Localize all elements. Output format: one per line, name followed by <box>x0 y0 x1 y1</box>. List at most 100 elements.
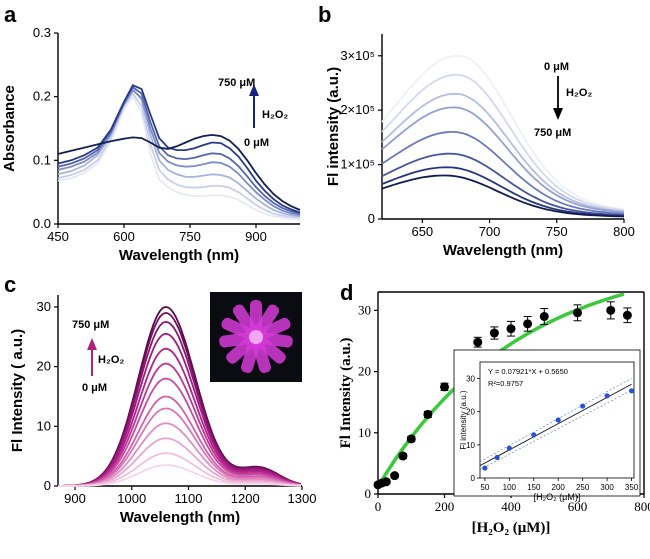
inset-x-tick-label: 150 <box>527 483 541 492</box>
data-point <box>606 305 616 315</box>
data-point <box>423 409 433 419</box>
panel-label-c: c <box>4 272 16 297</box>
annotation-reagent: H₂O₂ <box>98 354 124 366</box>
data-point <box>398 451 408 461</box>
inset-y-tick-label: 10 <box>466 441 475 450</box>
inset-data-point <box>531 432 537 438</box>
panel-b: b 650 700 750 800 0 1×10⁵ 2×10⁵ 3×10⁵ Wavelength … <box>318 2 635 259</box>
y-tick-label: 0.1 <box>33 152 51 167</box>
inset-r-squared: R²=0.9757 <box>488 379 523 388</box>
x-tick-label: 900 <box>64 491 86 506</box>
y-tick-label: 3×10⁵ <box>340 48 375 63</box>
inset-x-tick-label: 350 <box>625 483 639 492</box>
panel-c: c 900 1000 1100 1200 1300 0 10 20 30 Wavelength (n… <box>4 272 316 526</box>
x-tick-label: 0 <box>375 499 382 514</box>
inset-x-tick-label: 100 <box>503 483 517 492</box>
y-tick-label: 30 <box>358 302 371 317</box>
panel-label-a: a <box>4 2 17 27</box>
increase-arrowhead <box>249 84 259 96</box>
series-line <box>57 91 301 219</box>
x-tick-label: 600 <box>113 229 135 244</box>
inset-x-tick-label: 200 <box>552 483 566 492</box>
data-point <box>473 337 483 347</box>
x-tick-label: 800 <box>613 224 635 239</box>
x-tick-label: 750 <box>179 229 201 244</box>
x-tick-label: 700 <box>479 224 501 239</box>
inset-data-point <box>580 403 586 409</box>
y-axis-title: Absorbance <box>1 85 18 172</box>
inset-confidence-upper <box>479 378 632 462</box>
data-point <box>406 434 416 444</box>
inset-y-tick-label: 20 <box>466 408 475 417</box>
x-axis-title: Wavelength (nm) <box>119 247 239 264</box>
series-line <box>381 92 625 213</box>
y-tick-label: 2×10⁵ <box>340 102 375 117</box>
x-axis-title: Wavelength (nm) <box>443 242 563 259</box>
panel-label-d: d <box>340 280 353 305</box>
annotation-reagent: H₂O₂ <box>262 109 288 121</box>
inset-plot-box <box>479 361 635 479</box>
x-tick-label: 1100 <box>175 491 203 506</box>
y-axis-title: Fl Intensity ( a.u.) <box>9 329 26 452</box>
inset-x-tick-label: 250 <box>576 483 590 492</box>
series-line <box>57 94 301 221</box>
inset-data-point <box>494 454 500 461</box>
y-tick-label: 1×10⁵ <box>340 157 375 172</box>
data-point <box>489 328 499 338</box>
inset-frame <box>453 349 641 497</box>
x-tick-label: 400 <box>501 499 521 514</box>
x-tick-label: 750 <box>546 224 568 239</box>
data-point <box>523 319 533 329</box>
annotation-top: 0 μM <box>544 61 569 73</box>
x-tick-label: 450 <box>47 229 69 244</box>
x-tick-label: 800 <box>634 499 650 514</box>
series-line <box>381 174 625 218</box>
y-axis-title: Fl intensity (a.u.) <box>325 67 342 186</box>
inset-equation: Y = 0.07921*X + 0.5650 <box>488 367 568 376</box>
x-tick-label: 1200 <box>231 491 260 506</box>
data-point <box>622 310 632 320</box>
inset-data-point <box>555 417 561 423</box>
data-point <box>573 308 582 318</box>
inset-data-point <box>628 388 635 394</box>
x-tick-label: 600 <box>568 499 588 514</box>
panel-a: a 450 600 750 900 0.0 0.1 0.2 0.3 Wavelength (nm)… <box>1 2 301 264</box>
y-tick-label: 10 <box>37 418 51 433</box>
y-tick-label: 0 <box>368 211 375 226</box>
series-line <box>57 133 301 211</box>
x-tick-label: 900 <box>245 229 267 244</box>
inset-chart: 50 100 150 200 250 300 350 0 10 20 30 [H₂O₂ (μM)] Fl… <box>453 349 641 502</box>
series-line <box>381 73 625 212</box>
series-line <box>381 152 625 217</box>
y-tick-label: 0.3 <box>33 25 51 40</box>
series-line <box>381 131 625 215</box>
annotation-top: 750 μM <box>72 319 109 331</box>
y-tick-label: 0 <box>365 486 372 501</box>
annotation-bottom: 0 μM <box>82 382 107 394</box>
y-tick-label: 30 <box>37 299 51 314</box>
inset-data-point <box>604 393 610 399</box>
y-tick-label: 0.2 <box>33 89 51 104</box>
inset-x-axis-title: [H₂O₂ (μM)] <box>534 492 581 502</box>
inset-photo <box>210 292 302 382</box>
data-point <box>440 382 449 392</box>
y-tick-label: 10 <box>358 425 371 440</box>
panel-d: d02004006008000102030[H₂O₂ (μM)]Fl Inten… <box>338 280 650 536</box>
series-line <box>58 464 301 487</box>
inset-x-tick-label: 300 <box>600 483 614 492</box>
series-line <box>381 54 625 210</box>
y-tick-label: 20 <box>358 364 371 379</box>
annotation-top: 750 μM <box>218 77 255 89</box>
panel-label-b: b <box>318 2 331 27</box>
x-axis-title: [H₂O₂ (μM)] <box>472 520 551 536</box>
data-point <box>539 311 549 321</box>
data-point <box>381 477 391 487</box>
inset-photo-center <box>249 330 263 344</box>
y-tick-label: 0 <box>44 478 51 493</box>
annotation-bottom: 750 μM <box>534 127 571 139</box>
inset-y-tick-label: 30 <box>466 375 475 384</box>
inset-data-point <box>506 445 512 451</box>
inset-x-tick-label: 50 <box>480 483 489 492</box>
x-tick-label: 1300 <box>288 491 317 506</box>
x-axis-title: Wavelength (nm) <box>120 509 240 526</box>
